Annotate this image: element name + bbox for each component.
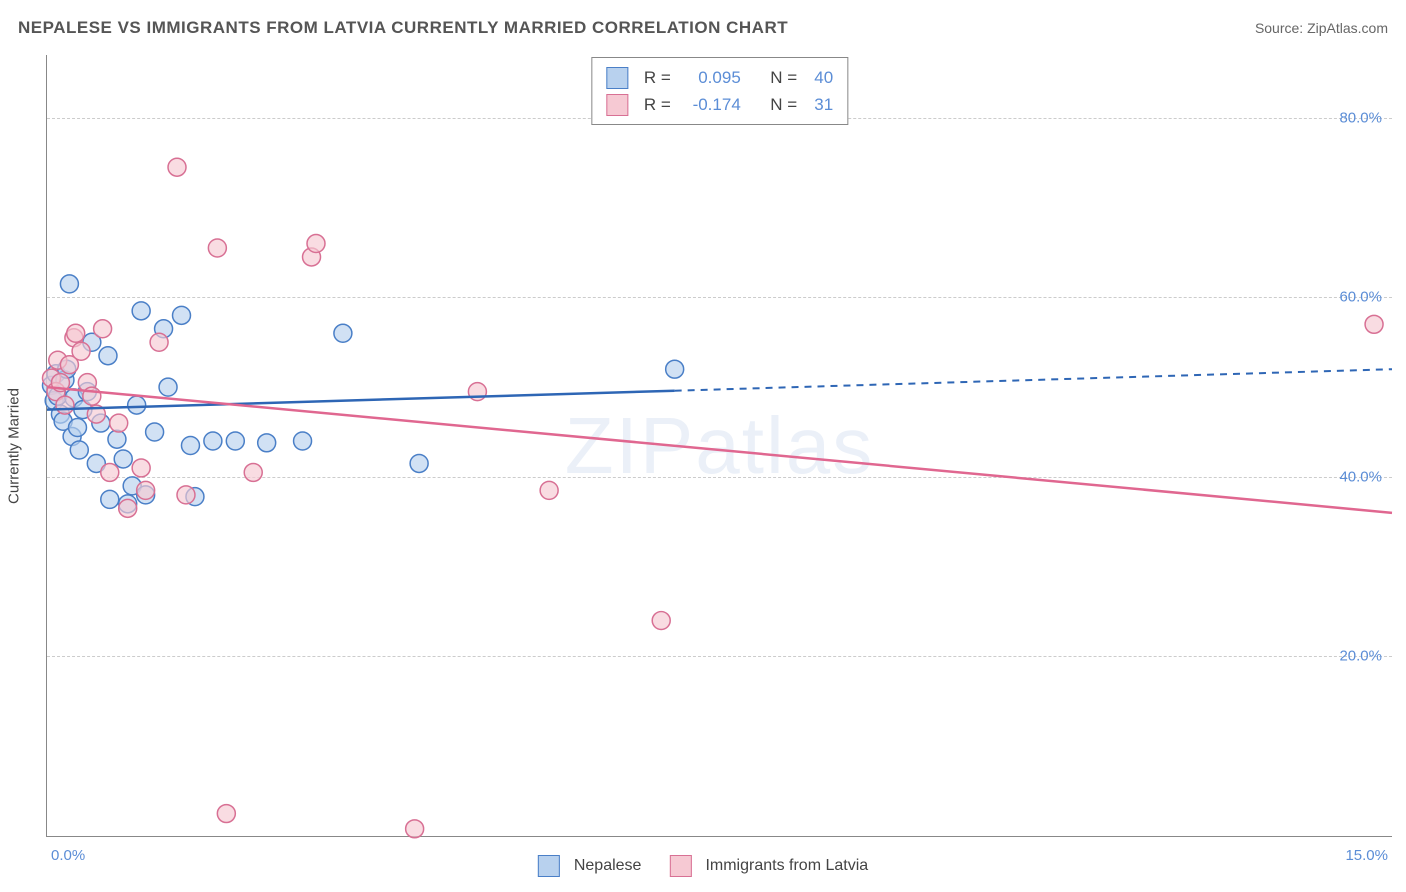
stat-n-value: 40 xyxy=(807,64,833,91)
y-tick-label: 20.0% xyxy=(1339,648,1382,665)
scatter-point xyxy=(177,486,195,504)
scatter-point xyxy=(94,320,112,338)
regression-line xyxy=(47,387,1392,513)
scatter-point xyxy=(132,302,150,320)
scatter-point xyxy=(60,275,78,293)
stat-r-value: 0.095 xyxy=(681,64,741,91)
y-tick-label: 60.0% xyxy=(1339,289,1382,306)
scatter-point xyxy=(168,158,186,176)
stat-n-label: N = xyxy=(770,91,797,118)
scatter-point xyxy=(540,481,558,499)
y-axis-label: Currently Married xyxy=(6,388,23,504)
legend-item: Nepalese xyxy=(538,855,642,877)
scatter-point xyxy=(1365,315,1383,333)
scatter-point xyxy=(173,306,191,324)
scatter-point xyxy=(244,463,262,481)
scatter-point xyxy=(128,396,146,414)
stat-r-label: R = xyxy=(644,91,671,118)
legend-swatch xyxy=(669,855,691,877)
bottom-legend: Nepalese Immigrants from Latvia xyxy=(538,855,868,877)
scatter-point xyxy=(119,499,137,517)
scatter-point xyxy=(70,441,88,459)
scatter-point xyxy=(150,333,168,351)
y-tick-label: 80.0% xyxy=(1339,109,1382,126)
stat-r-label: R = xyxy=(644,64,671,91)
scatter-point xyxy=(334,324,352,342)
scatter-point xyxy=(204,432,222,450)
scatter-point xyxy=(652,612,670,630)
legend-label: Nepalese xyxy=(574,857,642,875)
scatter-point xyxy=(294,432,312,450)
scatter-point xyxy=(146,423,164,441)
y-tick-label: 40.0% xyxy=(1339,468,1382,485)
scatter-point xyxy=(666,360,684,378)
scatter-point xyxy=(56,396,74,414)
source-text: Source: ZipAtlas.com xyxy=(1255,20,1388,36)
scatter-point xyxy=(159,378,177,396)
stats-row: R = 0.095 N = 40 xyxy=(606,64,833,91)
legend-swatch xyxy=(538,855,560,877)
stat-n-value: 31 xyxy=(807,91,833,118)
scatter-point xyxy=(101,463,119,481)
scatter-point xyxy=(99,347,117,365)
scatter-point xyxy=(67,324,85,342)
legend-swatch xyxy=(606,67,628,89)
stats-row: R = -0.174 N = 31 xyxy=(606,91,833,118)
stats-legend-box: R = 0.095 N = 40 R = -0.174 N = 31 xyxy=(591,57,848,125)
legend-label: Immigrants from Latvia xyxy=(705,857,868,875)
scatter-point xyxy=(226,432,244,450)
regression-line-extrapolated xyxy=(675,369,1392,391)
scatter-point xyxy=(181,437,199,455)
scatter-point xyxy=(307,235,325,253)
scatter-point xyxy=(108,430,126,448)
stat-n-label: N = xyxy=(770,64,797,91)
scatter-point xyxy=(110,414,128,432)
plot-area: ZIPatlas R =0.095 N =40R =-0.174 N =31 2… xyxy=(46,55,1392,837)
scatter-point xyxy=(410,454,428,472)
scatter-svg xyxy=(47,55,1392,836)
scatter-point xyxy=(101,490,119,508)
scatter-point xyxy=(258,434,276,452)
scatter-point xyxy=(72,342,90,360)
scatter-point xyxy=(137,481,155,499)
x-tick-label: 0.0% xyxy=(51,847,85,864)
legend-swatch xyxy=(606,94,628,116)
scatter-point xyxy=(114,450,132,468)
scatter-point xyxy=(406,820,424,838)
scatter-point xyxy=(132,459,150,477)
scatter-point xyxy=(208,239,226,257)
legend-item: Immigrants from Latvia xyxy=(669,855,868,877)
x-tick-label: 15.0% xyxy=(1345,847,1388,864)
scatter-point xyxy=(68,419,86,437)
scatter-point xyxy=(217,805,235,823)
chart-title: NEPALESE VS IMMIGRANTS FROM LATVIA CURRE… xyxy=(18,18,788,38)
stat-r-value: -0.174 xyxy=(681,91,741,118)
